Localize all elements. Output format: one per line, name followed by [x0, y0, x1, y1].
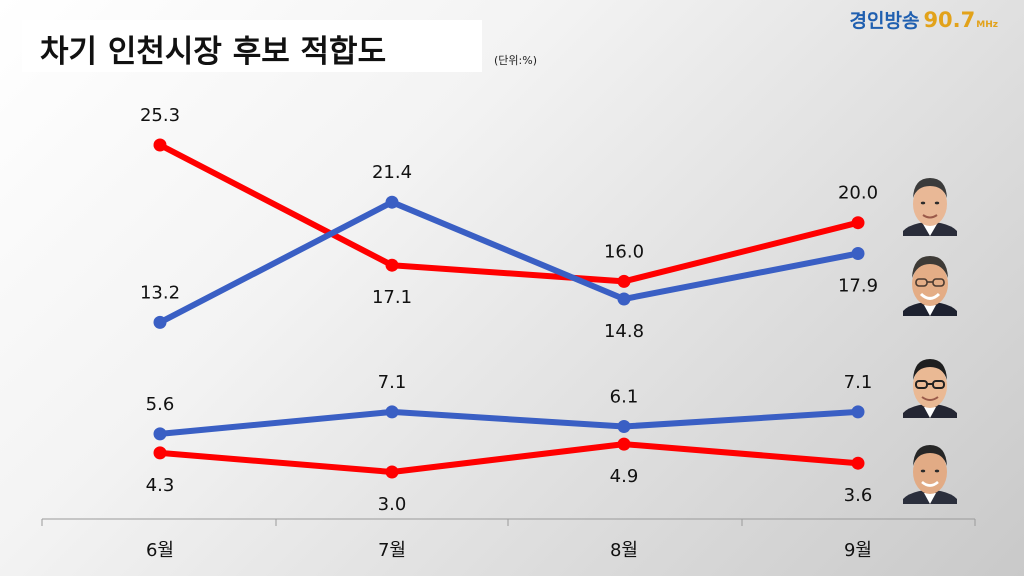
data-label: 17.9 [838, 276, 878, 297]
series-lines [157, 142, 861, 475]
candidate-photo-2-icon [903, 256, 957, 316]
data-label: 13.2 [140, 282, 180, 303]
data-point [385, 258, 399, 272]
unit-label: (단위:%) [494, 54, 537, 67]
data-label: 3.0 [378, 494, 407, 515]
data-labels: 25.3 17.1 16.0 20.0 13.2 21.4 14.8 17.9 5.6 7.1 6.… [140, 105, 878, 515]
data-point [617, 420, 631, 433]
series-line [157, 408, 861, 437]
broadcaster-logo: 경인방송 90.7MHz [850, 6, 998, 33]
series-line [157, 441, 861, 475]
candidate-photo-4-icon [903, 445, 957, 504]
x-tick-label: 6월 [146, 540, 174, 561]
data-point [153, 446, 167, 460]
x-tick-label: 7월 [378, 540, 406, 561]
data-label: 4.3 [146, 475, 175, 496]
title-box: 차기 인천시장 후보 적합도 [22, 20, 482, 72]
data-label: 21.4 [372, 162, 412, 183]
data-point [385, 405, 399, 419]
data-point [153, 427, 167, 441]
series-line [157, 199, 861, 326]
series-line [157, 142, 861, 285]
data-point [851, 456, 865, 470]
broadcaster-frequency: 90.7 [923, 8, 976, 32]
data-label: 7.1 [378, 372, 407, 393]
x-tick-label: 8월 [610, 540, 638, 561]
x-axis: 6월 7월 8월 9월 [41, 518, 976, 561]
data-label: 3.6 [844, 485, 873, 506]
data-point [851, 405, 865, 419]
data-label: 14.8 [604, 321, 644, 342]
data-label: 6.1 [610, 387, 639, 408]
data-point [617, 437, 631, 451]
data-label: 25.3 [140, 105, 180, 126]
data-point [153, 138, 167, 152]
data-point [851, 216, 865, 230]
data-point [385, 195, 399, 209]
data-point [617, 292, 631, 306]
data-label: 7.1 [844, 372, 873, 393]
data-label: 4.9 [610, 466, 639, 487]
data-point [617, 274, 631, 288]
chart-title: 차기 인천시장 후보 적합도 [40, 34, 387, 70]
data-point [385, 465, 399, 479]
candidate-photo-1-icon [903, 178, 957, 236]
broadcaster-name: 경인방송 [849, 10, 920, 32]
data-label: 5.6 [146, 394, 175, 415]
data-label: 17.1 [372, 287, 412, 308]
x-tick-label: 9월 [844, 540, 872, 561]
data-label: 16.0 [604, 241, 644, 262]
data-point [153, 315, 167, 329]
data-label: 20.0 [838, 183, 878, 204]
frequency-unit: MHz [976, 20, 998, 30]
candidate-photo-3-icon [903, 359, 957, 418]
series-points [153, 138, 865, 479]
data-point [851, 247, 865, 260]
